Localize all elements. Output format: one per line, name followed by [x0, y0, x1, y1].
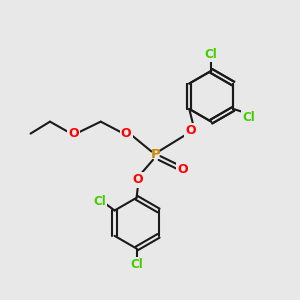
- Text: O: O: [133, 173, 143, 186]
- Text: P: P: [151, 148, 161, 161]
- Text: O: O: [68, 127, 79, 140]
- Text: O: O: [121, 127, 131, 140]
- Text: Cl: Cl: [205, 48, 217, 61]
- Text: Cl: Cl: [242, 111, 255, 124]
- Text: Cl: Cl: [93, 195, 106, 208]
- Text: O: O: [185, 124, 196, 137]
- Text: Cl: Cl: [130, 259, 143, 272]
- Text: O: O: [178, 163, 188, 176]
